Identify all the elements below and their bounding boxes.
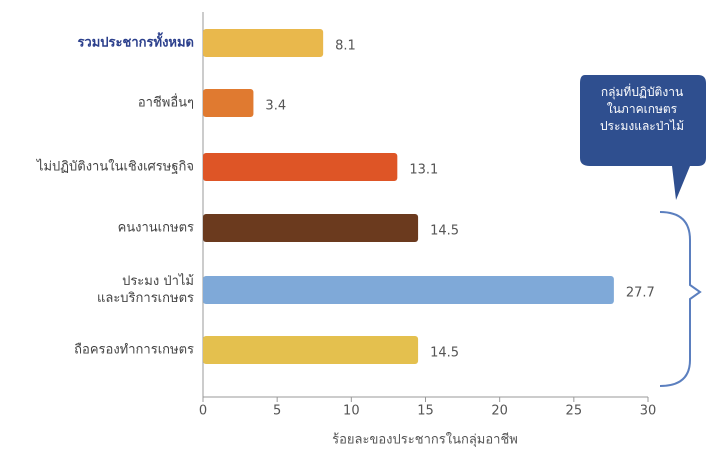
value-label: 3.4 (265, 99, 286, 114)
callout (580, 75, 706, 200)
bar (203, 276, 614, 304)
x-tick-label: 5 (273, 404, 281, 419)
category-label: ประมง ป่าไม้ และบริการเกษตร (96, 274, 194, 306)
value-label: 14.5 (430, 224, 459, 239)
value-label: 14.5 (430, 346, 459, 361)
category-label: รวมประชากรทั้งหมด (77, 35, 194, 51)
value-label: 8.1 (335, 39, 356, 54)
bar (203, 214, 419, 242)
bracket (659, 211, 702, 387)
x-axis-label: ร้อยละของประชากรในกลุ่มอาชีพ (332, 432, 518, 448)
bar (203, 29, 324, 57)
callout-text: กลุ่มที่ปฏิบัติงาน ในภาคเกษตร ประมงและป่… (599, 85, 685, 133)
x-tick-label: 30 (640, 404, 657, 419)
x-tick-label: 10 (343, 404, 360, 419)
value-label: 27.7 (626, 286, 655, 301)
category-label: ถือครองทำการเกษตร (74, 342, 194, 358)
x-tick-label: 25 (566, 404, 583, 419)
bar (203, 89, 254, 117)
bar (203, 336, 419, 364)
x-tick-label: 15 (417, 404, 434, 419)
x-tick-label: 20 (491, 404, 508, 419)
category-label: อาชีพอื่นๆ (137, 95, 194, 111)
x-tick-label: 0 (199, 404, 207, 419)
category-label: คนงานเกษตร (117, 220, 194, 236)
bar (203, 153, 398, 181)
value-label: 13.1 (409, 163, 438, 178)
category-label: ไม่ปฏิบัติงานในเชิงเศรษฐกิจ (36, 159, 194, 175)
